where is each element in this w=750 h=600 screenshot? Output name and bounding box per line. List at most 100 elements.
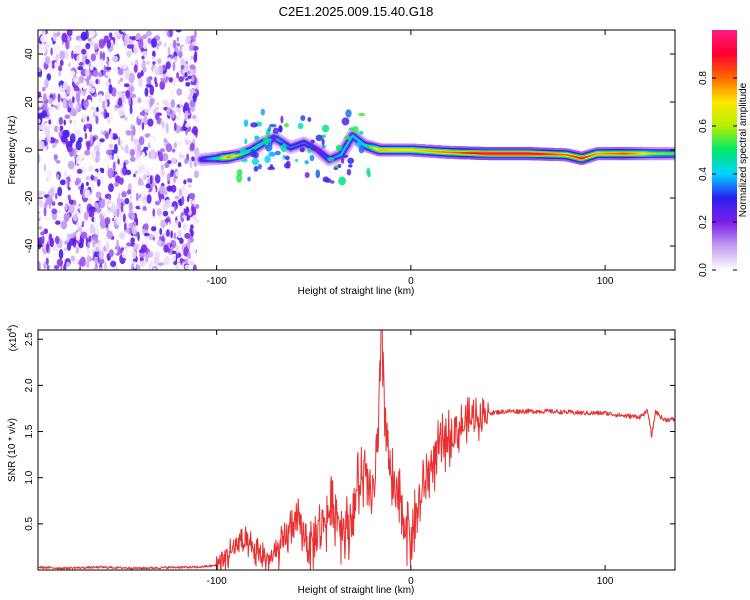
ridge-blob bbox=[352, 125, 359, 134]
noise-blob bbox=[105, 71, 111, 77]
noise-blob bbox=[130, 60, 134, 67]
noise-blob bbox=[104, 112, 110, 118]
ridge-blob bbox=[265, 143, 273, 152]
noise-blob bbox=[80, 31, 88, 41]
noise-blob bbox=[107, 40, 111, 49]
noise-blob bbox=[142, 66, 147, 73]
noise-blob bbox=[193, 170, 200, 179]
noise-blob bbox=[138, 136, 145, 146]
ridge-blob bbox=[267, 166, 276, 171]
noise-blob bbox=[69, 133, 76, 144]
y-tick-label: 1.5 bbox=[24, 424, 35, 438]
noise-blob bbox=[176, 187, 180, 198]
colorbar-ticks: 0.0 0.2 0.4 0.6 0.8 bbox=[698, 71, 737, 277]
ridge-blob bbox=[345, 109, 352, 118]
noise-blob bbox=[126, 189, 132, 195]
noise-blob bbox=[187, 96, 193, 101]
noise-blob bbox=[143, 232, 150, 237]
noise-blob bbox=[88, 165, 94, 172]
noise-blob bbox=[88, 235, 92, 243]
noise-blob bbox=[63, 212, 70, 222]
noise-blob bbox=[75, 205, 81, 209]
noise-blob bbox=[117, 136, 121, 146]
noise-blob bbox=[98, 71, 103, 78]
noise-blob bbox=[195, 84, 199, 90]
noise-blob bbox=[52, 244, 59, 252]
ridge-blob bbox=[315, 148, 323, 154]
noise-blob bbox=[68, 233, 75, 239]
noise-blob bbox=[104, 209, 109, 215]
noise-blob bbox=[124, 197, 130, 205]
noise-blob bbox=[85, 42, 91, 50]
noise-blob bbox=[76, 168, 83, 174]
noise-blob bbox=[79, 256, 86, 267]
ridge-blob bbox=[280, 115, 284, 124]
ridge-blob bbox=[285, 160, 291, 169]
noise-blob bbox=[150, 149, 156, 160]
noise-blob bbox=[38, 186, 45, 192]
noise-blob bbox=[110, 260, 117, 268]
noise-blob bbox=[184, 264, 190, 270]
noise-blob bbox=[139, 260, 146, 268]
noise-blob bbox=[144, 113, 148, 119]
ridge-blob bbox=[239, 148, 248, 154]
noise-blob bbox=[73, 247, 77, 253]
noise-blob bbox=[166, 172, 171, 182]
noise-blob bbox=[181, 195, 185, 206]
ridge-blob bbox=[244, 138, 248, 145]
noise-blob bbox=[140, 187, 146, 198]
noise-blob bbox=[103, 261, 108, 270]
spectrogram-y-ticks: -40 -20 0 20 40 bbox=[24, 48, 675, 253]
noise-blob bbox=[125, 89, 131, 99]
noise-blob bbox=[53, 224, 59, 229]
noise-blob bbox=[175, 112, 180, 117]
y-tick-label: 0 bbox=[24, 147, 35, 153]
noise-blob bbox=[84, 132, 88, 140]
noise-blob bbox=[60, 91, 67, 99]
noise-blob bbox=[153, 104, 160, 109]
noise-blob bbox=[100, 111, 104, 116]
noise-blob bbox=[130, 131, 134, 142]
noise-blob bbox=[68, 237, 76, 246]
noise-blob bbox=[90, 174, 95, 181]
noise-blob bbox=[146, 216, 151, 225]
noise-blob bbox=[175, 64, 181, 72]
noise-blob bbox=[185, 122, 191, 128]
noise-blob bbox=[164, 255, 170, 266]
noise-blob bbox=[170, 99, 176, 109]
noise-blob bbox=[108, 249, 114, 258]
noise-blob bbox=[46, 196, 53, 205]
noise-blob bbox=[185, 35, 192, 45]
noise-blob bbox=[77, 136, 83, 143]
ridge-blob bbox=[283, 122, 289, 128]
noise-blob bbox=[93, 215, 101, 225]
noise-blob bbox=[178, 204, 184, 210]
noise-blob bbox=[153, 255, 160, 266]
noise-blob bbox=[38, 106, 42, 111]
noise-blob bbox=[173, 142, 178, 149]
noise-blob bbox=[176, 72, 180, 79]
noise-blob bbox=[133, 173, 136, 178]
noise-blob bbox=[166, 229, 170, 237]
ridge-blob bbox=[342, 154, 349, 158]
noise-blob bbox=[130, 237, 135, 244]
noise-blob bbox=[174, 220, 179, 224]
noise-blob bbox=[125, 169, 132, 176]
noise-blob bbox=[43, 206, 47, 217]
noise-blob bbox=[118, 192, 121, 203]
noise-blob bbox=[187, 131, 191, 140]
noise-blob bbox=[112, 161, 116, 172]
noise-blob bbox=[80, 250, 85, 257]
noise-blob bbox=[124, 69, 130, 80]
noise-blob bbox=[191, 114, 197, 120]
noise-blob bbox=[59, 210, 65, 218]
noise-blob bbox=[171, 255, 176, 262]
noise-blob bbox=[89, 87, 96, 94]
noise-blob bbox=[68, 98, 72, 109]
ridge-blob bbox=[337, 163, 342, 169]
noise-blob bbox=[97, 114, 104, 120]
noise-blob bbox=[73, 86, 80, 92]
noise-blob bbox=[78, 242, 84, 249]
noise-blob bbox=[174, 195, 180, 200]
snr-series-line bbox=[38, 330, 675, 570]
